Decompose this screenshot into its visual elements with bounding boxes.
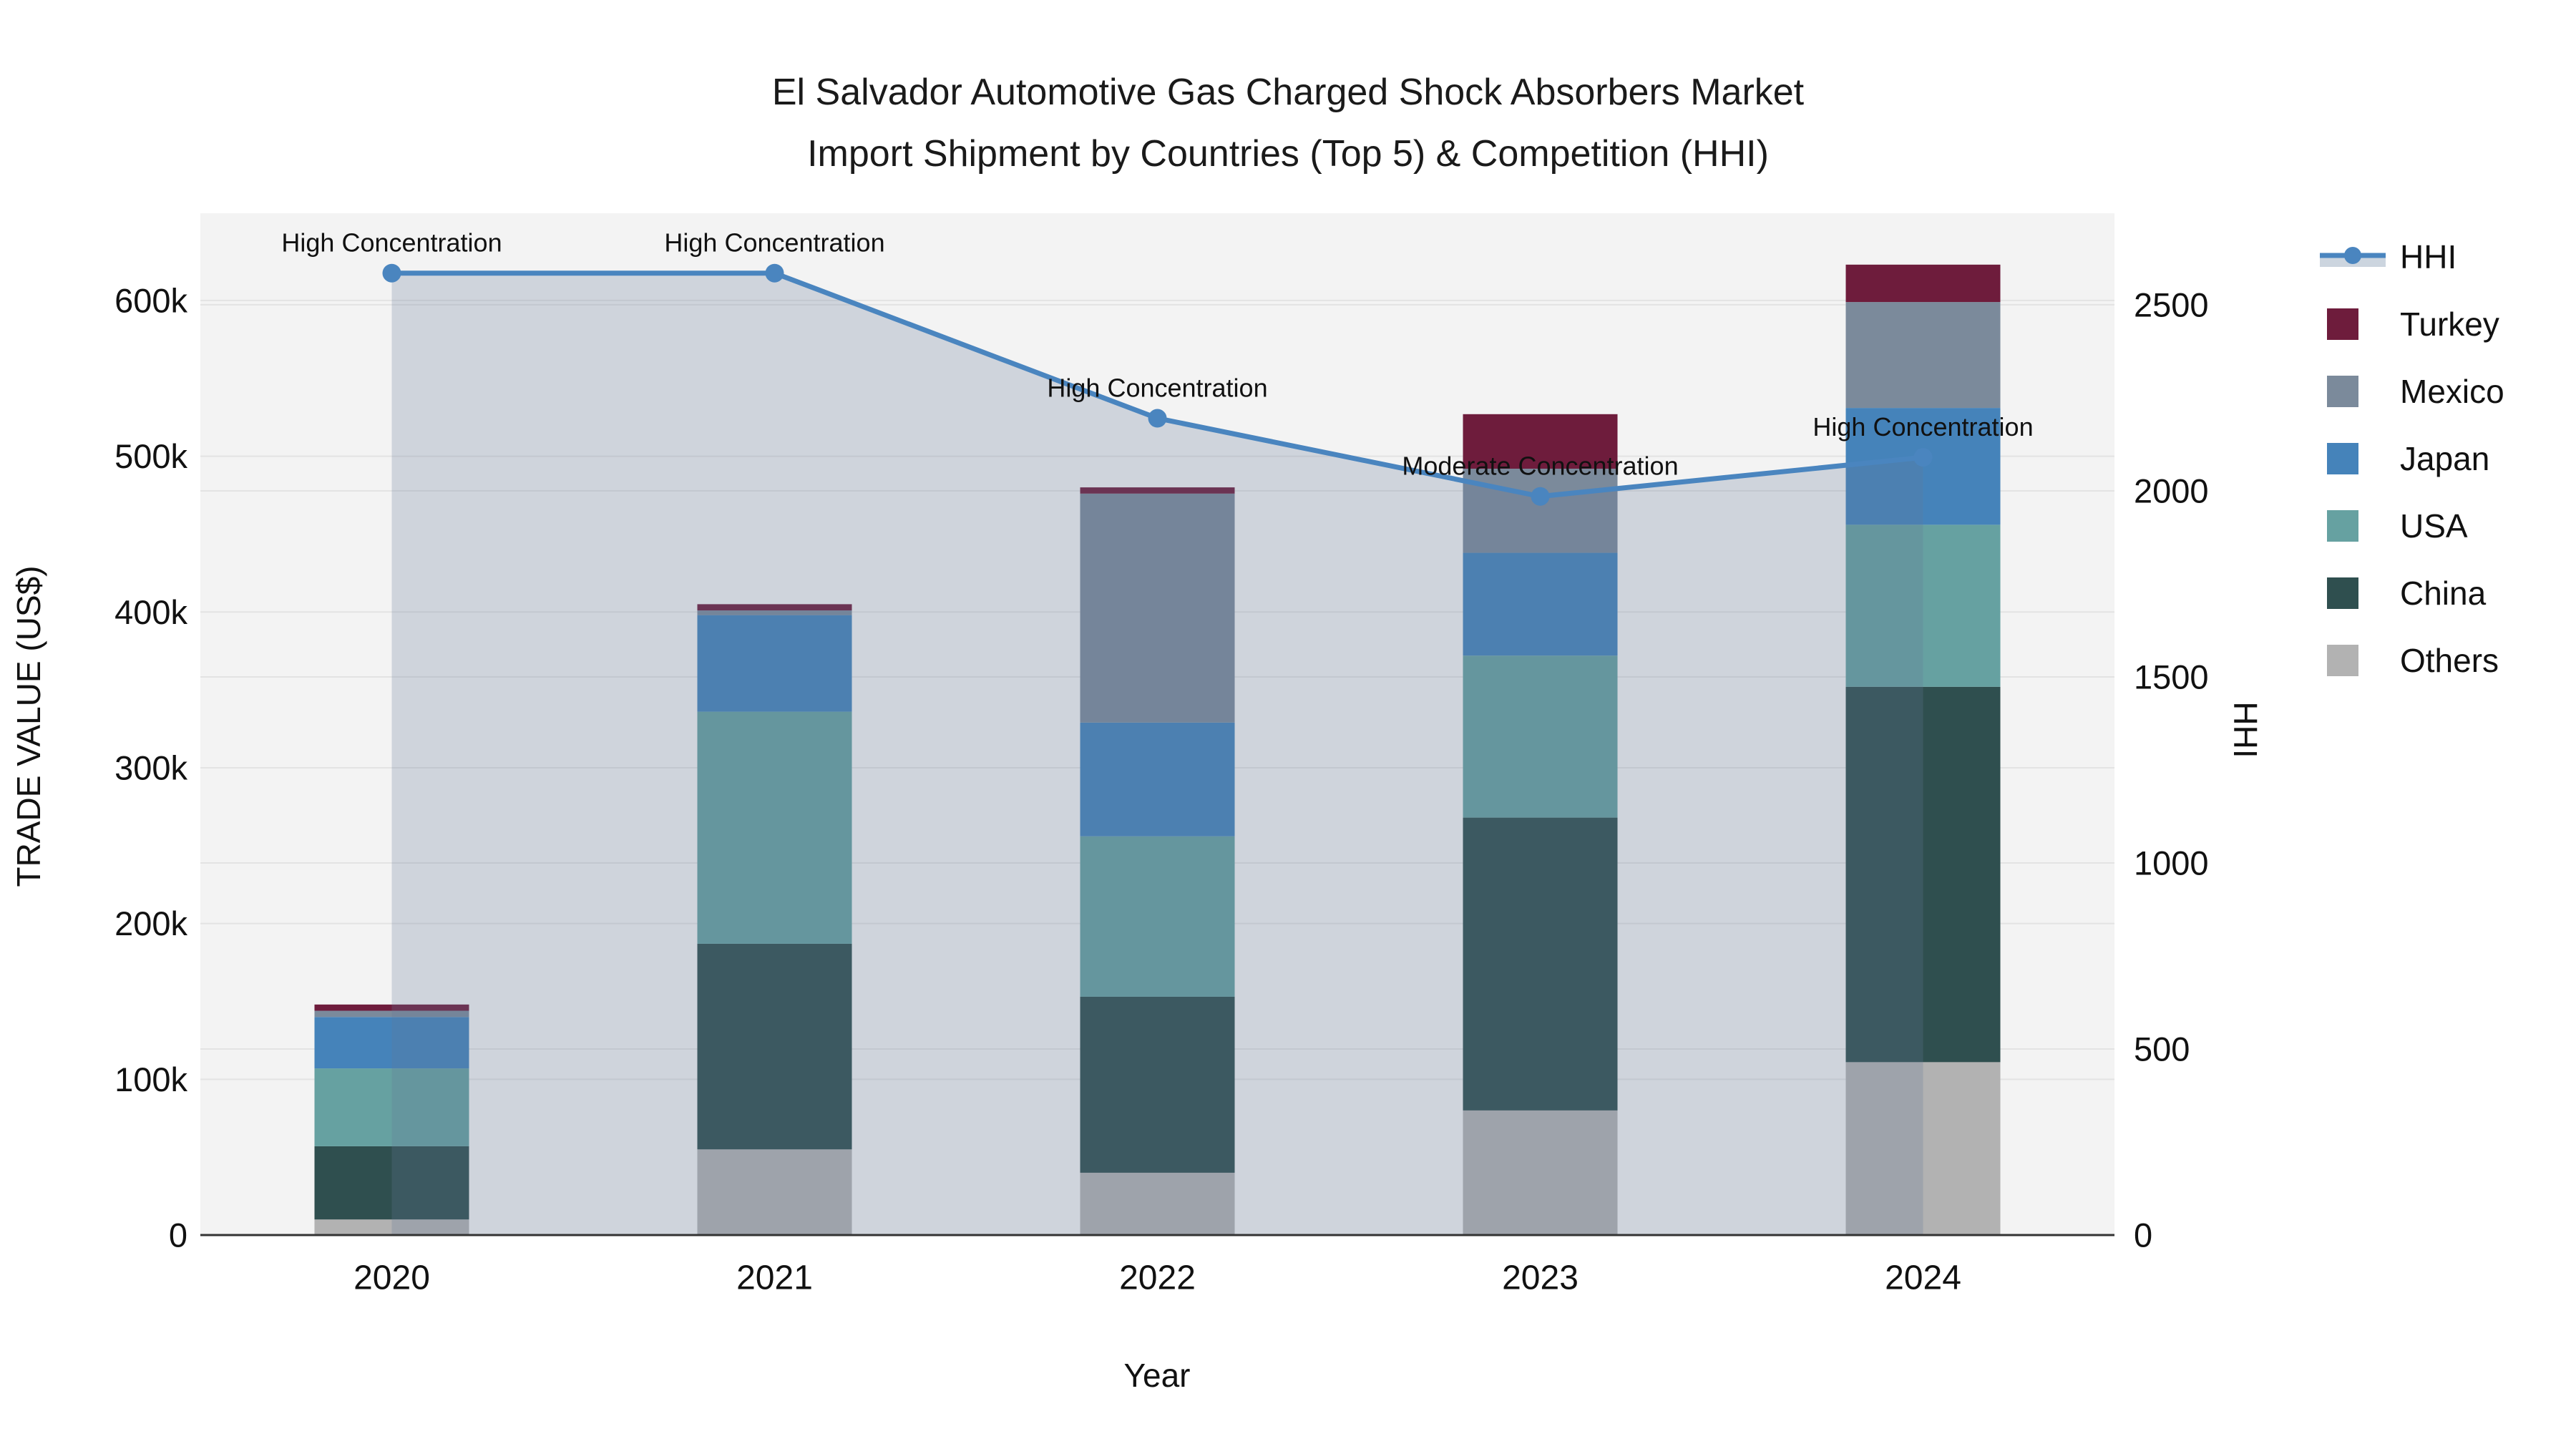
x-tick-label-2021: 2021 xyxy=(736,1259,813,1297)
series-swatch-icon xyxy=(2318,572,2390,615)
bar-segment-others-2021[interactable] xyxy=(697,1149,852,1235)
annotation-2023: Moderate Concentration xyxy=(1402,452,1678,481)
y-left-tick-label: 400k xyxy=(114,593,187,631)
legend-item-japan[interactable]: Japan xyxy=(2318,425,2504,492)
bar-segment-turkey-2023[interactable] xyxy=(1463,414,1618,469)
series-swatch-icon xyxy=(2318,504,2390,547)
bar-segment-others-2020[interactable] xyxy=(314,1219,469,1235)
bar-segment-china-2022[interactable] xyxy=(1080,996,1235,1173)
y-left-tick-label: 600k xyxy=(114,281,187,319)
bar-segment-mexico-2021[interactable] xyxy=(697,610,852,615)
y-left-tick-label: 100k xyxy=(114,1060,187,1098)
legend-label: China xyxy=(2400,575,2487,612)
legend-item-usa[interactable]: USA xyxy=(2318,492,2504,560)
x-tick-label-2022: 2022 xyxy=(1119,1259,1196,1297)
legend-item-turkey[interactable]: Turkey xyxy=(2318,291,2504,358)
y-left-tick-label: 200k xyxy=(114,904,187,942)
x-axis-title: Year xyxy=(1123,1357,1191,1394)
annotation-2020: High Concentration xyxy=(281,228,502,258)
bar-segment-usa-2021[interactable] xyxy=(697,711,852,944)
bar-segment-usa-2022[interactable] xyxy=(1080,836,1235,997)
hhi-point-2021[interactable] xyxy=(765,263,784,283)
bar-segment-mexico-2020[interactable] xyxy=(314,1010,469,1018)
legend-label: USA xyxy=(2400,507,2468,545)
legend-label: Japan xyxy=(2400,440,2490,477)
chart-title-line1: El Salvador Automotive Gas Charged Shock… xyxy=(771,72,1805,113)
hhi-line-swatch-icon xyxy=(2318,235,2390,278)
bar-segment-china-2020[interactable] xyxy=(314,1146,469,1220)
bar-segment-china-2021[interactable] xyxy=(697,943,852,1150)
bar-segment-usa-2023[interactable] xyxy=(1463,655,1618,818)
bar-segment-others-2024[interactable] xyxy=(1845,1062,2001,1235)
bar-segment-japan-2021[interactable] xyxy=(697,615,852,712)
chart-title-line2: Import Shipment by Countries (Top 5) & C… xyxy=(807,133,1769,175)
y-right-tick-label: 1500 xyxy=(2134,658,2209,696)
x-tick-label-2023: 2023 xyxy=(1502,1259,1579,1297)
y-right-tick-label: 500 xyxy=(2134,1030,2190,1068)
bar-segment-mexico-2023[interactable] xyxy=(1463,469,1618,553)
y-right-tick-label: 2500 xyxy=(2134,286,2209,323)
y-left-tick-label: 300k xyxy=(114,748,187,786)
bar-segment-china-2023[interactable] xyxy=(1463,817,1618,1111)
y-right-tick-label: 2000 xyxy=(2134,472,2209,509)
y-left-tick-label: 0 xyxy=(169,1216,187,1254)
series-swatch-icon xyxy=(2318,303,2390,346)
chart-title: El Salvador Automotive Gas Charged Shock… xyxy=(0,62,2576,185)
bar-segment-china-2024[interactable] xyxy=(1845,686,2001,1063)
x-tick-label-2020: 2020 xyxy=(353,1259,430,1297)
bar-segment-mexico-2024[interactable] xyxy=(1845,302,2001,409)
annotation-2024: High Concentration xyxy=(1813,412,2033,441)
hhi-point-2020[interactable] xyxy=(382,263,401,283)
legend-label: HHI xyxy=(2400,238,2457,275)
bar-segment-others-2023[interactable] xyxy=(1463,1110,1618,1235)
hhi-point-2024[interactable] xyxy=(1913,448,1933,467)
bar-segment-others-2022[interactable] xyxy=(1080,1172,1235,1235)
annotation-2022: High Concentration xyxy=(1047,374,1267,403)
x-tick-label-2024: 2024 xyxy=(1885,1259,1961,1297)
legend-item-mexico[interactable]: Mexico xyxy=(2318,358,2504,425)
bar-segment-turkey-2021[interactable] xyxy=(697,604,852,611)
legend: HHI Turkey Mexico Japan USA China Others xyxy=(2318,223,2504,694)
hhi-point-2023[interactable] xyxy=(1531,487,1550,506)
hhi-point-2022[interactable] xyxy=(1148,409,1167,428)
legend-label: Mexico xyxy=(2400,373,2504,410)
y-right-tick-label: 1000 xyxy=(2134,844,2209,882)
legend-item-hhi[interactable]: HHI xyxy=(2318,223,2504,291)
bar-segment-turkey-2020[interactable] xyxy=(314,1004,469,1011)
hhi-area-fill xyxy=(391,273,1923,1235)
bar-segment-turkey-2022[interactable] xyxy=(1080,487,1235,494)
series-swatch-icon xyxy=(2318,639,2390,682)
legend-item-others[interactable]: Others xyxy=(2318,627,2504,694)
series-swatch-icon xyxy=(2318,370,2390,413)
bar-segment-turkey-2024[interactable] xyxy=(1845,264,2001,303)
series-swatch-icon xyxy=(2318,437,2390,480)
bar-segment-japan-2022[interactable] xyxy=(1080,722,1235,836)
bar-segment-usa-2020[interactable] xyxy=(314,1068,469,1146)
legend-label: Others xyxy=(2400,642,2499,679)
y-left-tick-label: 500k xyxy=(114,437,187,475)
bar-segment-japan-2020[interactable] xyxy=(314,1017,469,1069)
annotation-2021: High Concentration xyxy=(664,228,884,258)
bar-segment-japan-2023[interactable] xyxy=(1463,552,1618,656)
legend-label: Turkey xyxy=(2400,306,2499,343)
legend-item-china[interactable]: China xyxy=(2318,560,2504,627)
bar-segment-mexico-2022[interactable] xyxy=(1080,493,1235,723)
bar-segment-usa-2024[interactable] xyxy=(1845,525,2001,687)
y-right-tick-label: 0 xyxy=(2134,1216,2152,1254)
